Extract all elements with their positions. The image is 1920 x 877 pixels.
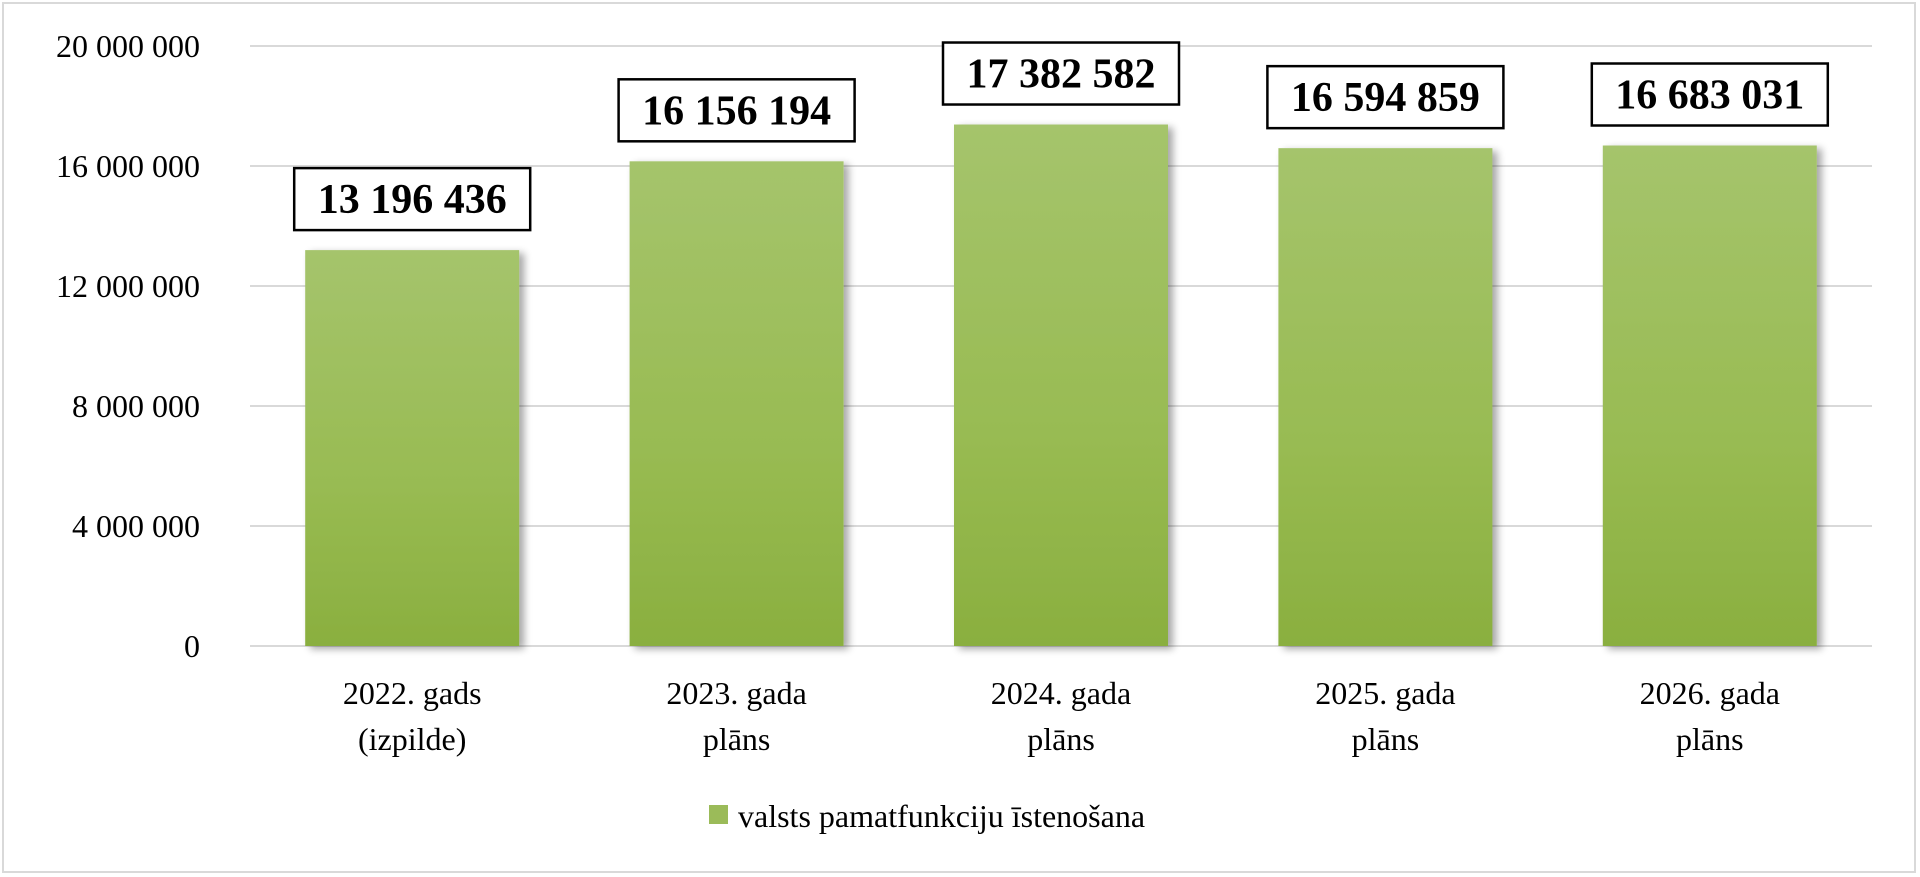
data-label: 17 382 582 bbox=[941, 41, 1181, 106]
x-category-line: plāns bbox=[703, 721, 771, 757]
data-label: 16 594 859 bbox=[1266, 64, 1505, 130]
data-label-text: 16 594 859 bbox=[1291, 75, 1480, 121]
x-category-line: 2026. gada bbox=[1640, 675, 1780, 711]
data-label-box bbox=[617, 78, 856, 143]
bar bbox=[305, 250, 520, 646]
legend-swatch bbox=[709, 805, 728, 824]
x-category-label: 2023. gada plāns bbox=[666, 675, 806, 757]
data-label: 13 196 436 bbox=[292, 166, 532, 232]
data-label-text: 13 196 436 bbox=[318, 177, 507, 223]
y-tick-label: 0 bbox=[184, 628, 200, 664]
bar bbox=[954, 124, 1168, 647]
x-category-line: plāns bbox=[1676, 721, 1744, 757]
y-tick-label: 20 000 000 bbox=[56, 28, 200, 64]
legend: valsts pamatfunkciju īstenošana bbox=[709, 798, 1145, 834]
bars bbox=[305, 124, 1817, 647]
data-label-text: 17 382 582 bbox=[967, 52, 1156, 98]
y-tick-label: 16 000 000 bbox=[56, 148, 200, 184]
legend-label: valsts pamatfunkciju īstenošana bbox=[738, 798, 1145, 834]
bar bbox=[629, 161, 844, 646]
x-category-line: plāns bbox=[1027, 721, 1095, 757]
y-tick-label: 8 000 000 bbox=[72, 388, 200, 424]
data-label: 16 156 194 bbox=[617, 78, 856, 143]
x-category-line: (izpilde) bbox=[358, 721, 466, 757]
y-tick-label: 4 000 000 bbox=[72, 508, 200, 544]
data-label-text: 16 683 031 bbox=[1615, 73, 1804, 119]
data-label: 16 683 031 bbox=[1590, 62, 1830, 127]
data-label-box bbox=[292, 166, 532, 232]
data-label-box bbox=[941, 41, 1181, 106]
data-label-box bbox=[1590, 62, 1830, 127]
x-category-label: 2026. gada plāns bbox=[1640, 675, 1780, 757]
y-axis: 0 4 000 000 8 000 000 12 000 000 16 000 000 2… bbox=[56, 28, 200, 664]
x-axis: 2022. gads(izpilde)2023. gadaplāns2024. … bbox=[343, 675, 1780, 757]
x-category-line: 2023. gada bbox=[666, 675, 806, 711]
data-label-text: 16 156 194 bbox=[642, 88, 831, 134]
bar bbox=[1278, 148, 1493, 646]
x-category-line: 2024. gada bbox=[991, 675, 1131, 711]
x-category-label: 2025. gada plāns bbox=[1315, 675, 1455, 757]
y-tick-label: 12 000 000 bbox=[56, 268, 200, 304]
x-category-line: 2025. gada bbox=[1315, 675, 1455, 711]
data-label-box bbox=[1266, 64, 1505, 130]
data-labels: 13 196 436 16 156 194 17 382 582 16 594 859… bbox=[292, 41, 1830, 232]
x-category-label: 2024. gada plāns bbox=[991, 675, 1131, 757]
bar bbox=[1602, 145, 1817, 646]
x-category-line: 2022. gads bbox=[343, 675, 482, 711]
x-category-line: plāns bbox=[1352, 721, 1420, 757]
x-category-label: 2022. gads (izpilde) bbox=[343, 675, 482, 757]
